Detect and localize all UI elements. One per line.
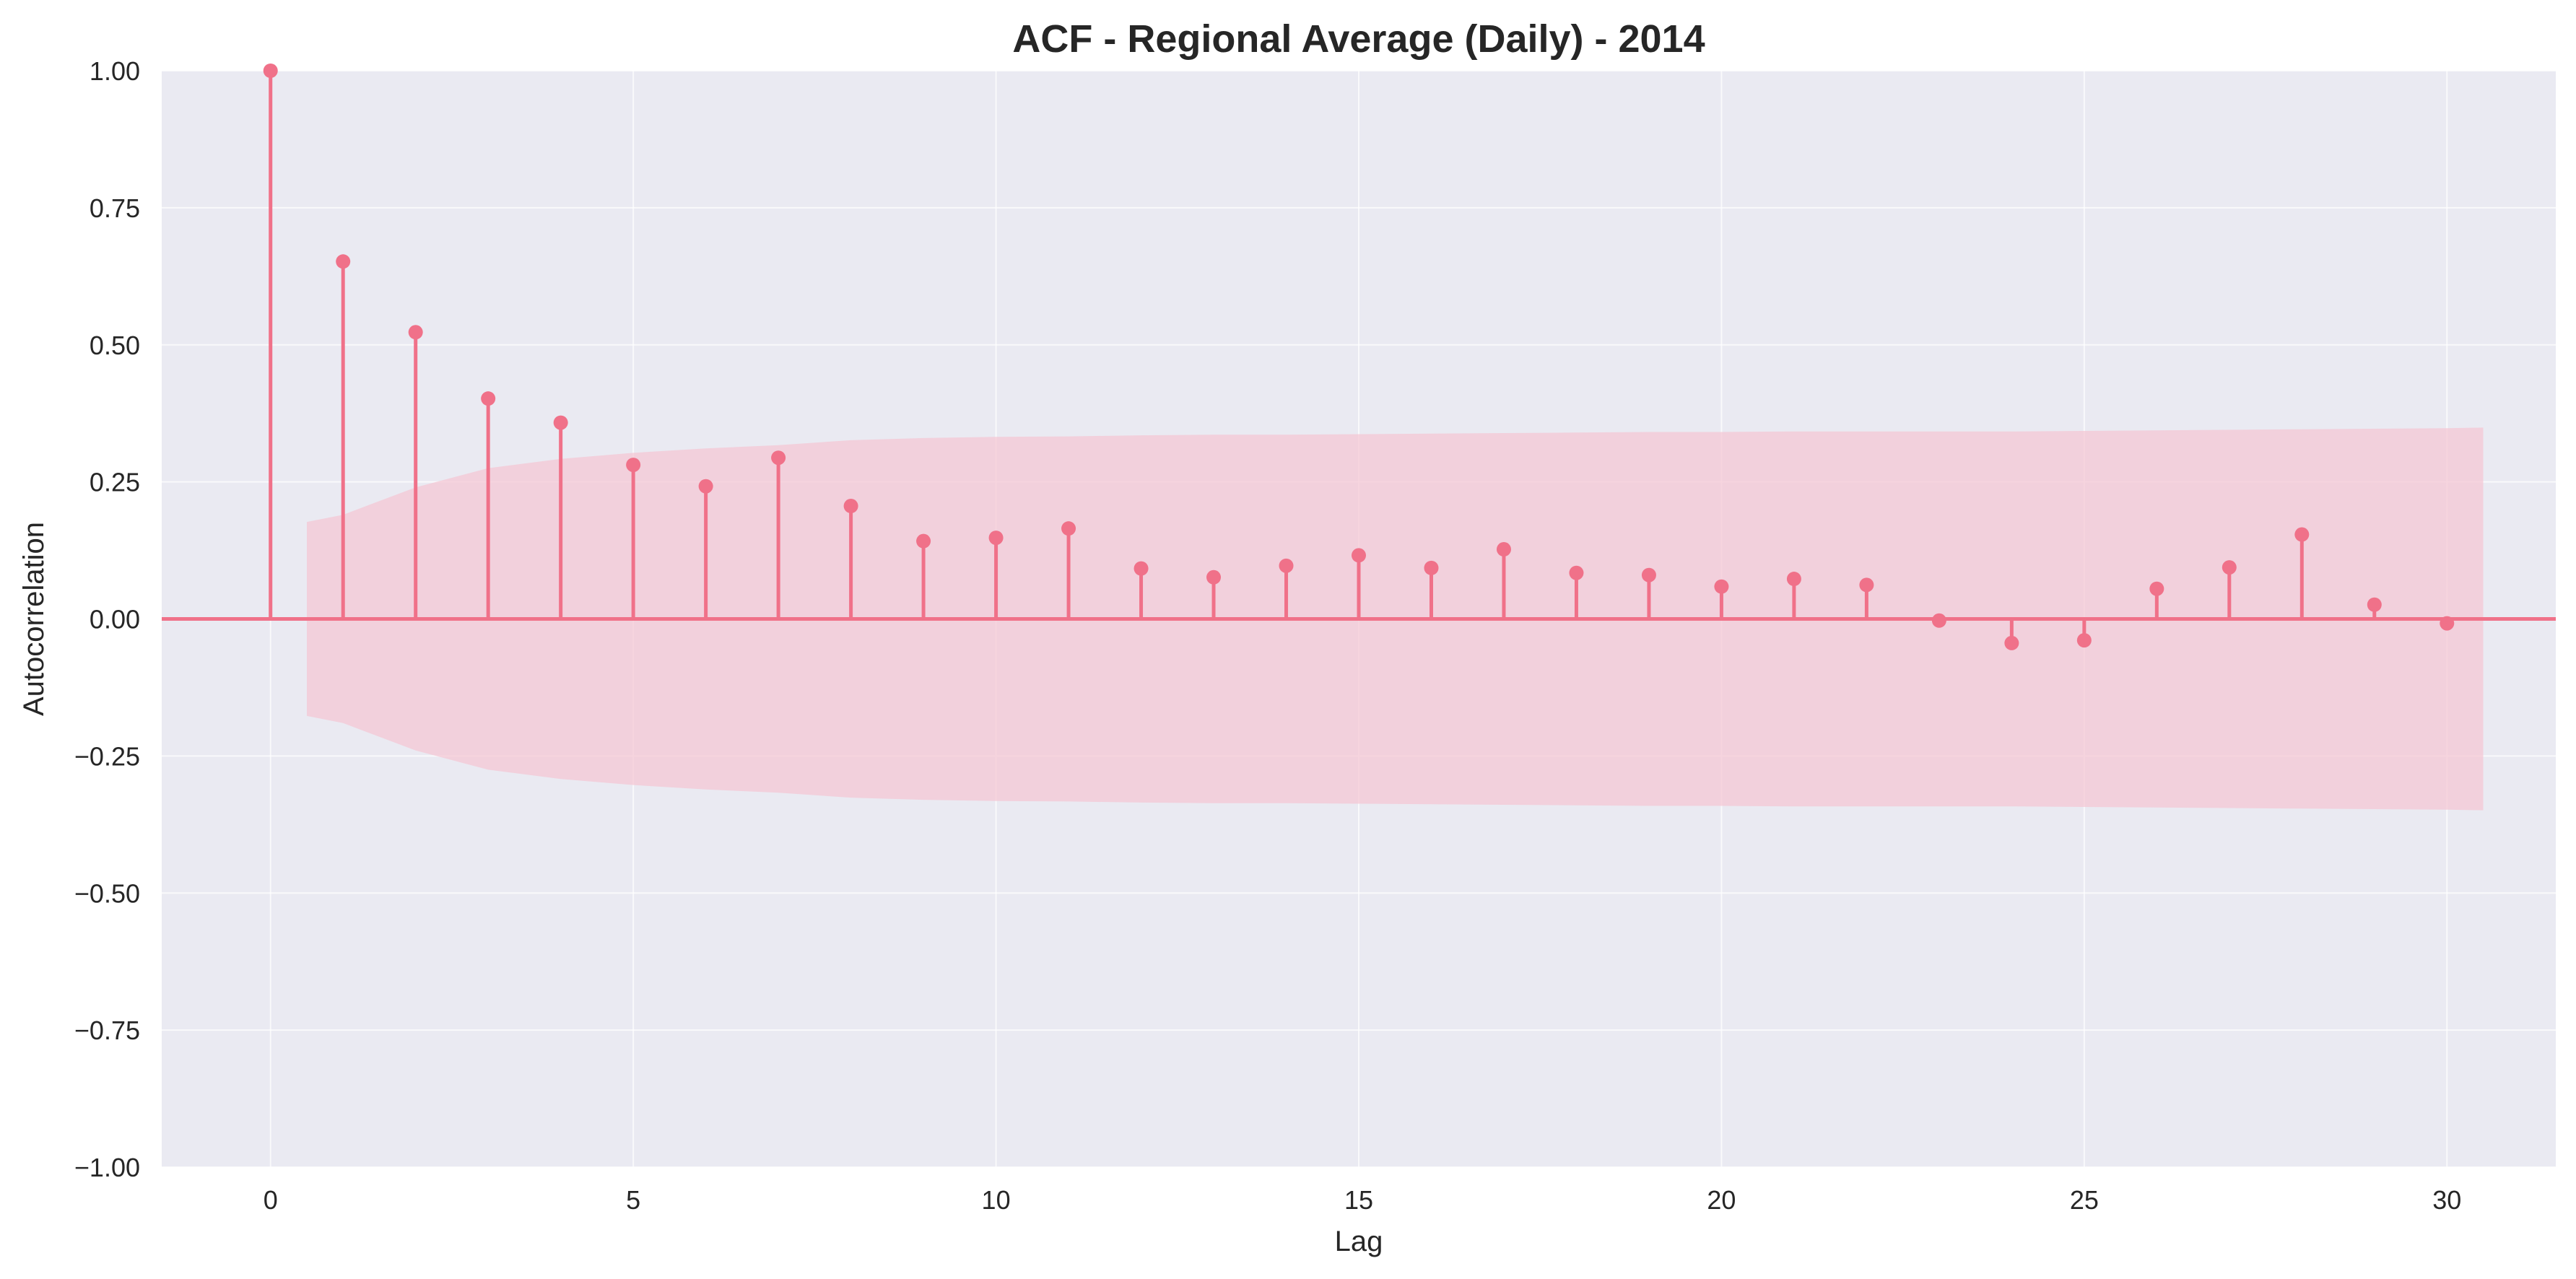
x-axis-ticks: 0 5 10 15 20 25 30: [264, 1185, 2462, 1215]
acf-markers: [263, 64, 2455, 650]
acf-marker-lag-23: [1931, 613, 1946, 628]
y-tick-label: −0.75: [74, 1016, 140, 1045]
acf-marker-lag-20: [1714, 579, 1729, 594]
acf-marker-lag-3: [481, 391, 496, 406]
y-tick-label: −0.25: [74, 741, 140, 771]
acf-marker-lag-0: [263, 64, 278, 78]
acf-marker-lag-29: [2367, 597, 2382, 612]
acf-marker-lag-9: [916, 533, 931, 549]
acf-marker-lag-2: [408, 325, 423, 340]
y-axis-label: Autocorrelation: [18, 522, 50, 716]
y-tick-label: 0.75: [90, 193, 140, 223]
acf-marker-lag-26: [2149, 581, 2164, 596]
x-tick-label: 5: [626, 1185, 640, 1215]
y-tick-label: 1.00: [90, 56, 140, 86]
acf-marker-lag-11: [1061, 521, 1076, 536]
acf-marker-lag-17: [1496, 542, 1511, 557]
y-tick-label: 0.25: [90, 468, 140, 497]
acf-marker-lag-16: [1424, 560, 1439, 575]
x-tick-label: 15: [1344, 1185, 1373, 1215]
y-tick-label: −1.00: [74, 1153, 140, 1182]
acf-marker-lag-5: [626, 458, 641, 473]
acf-marker-lag-27: [2222, 560, 2237, 575]
acf-marker-lag-7: [771, 450, 786, 466]
acf-marker-lag-4: [553, 415, 568, 430]
acf-marker-lag-30: [2440, 616, 2455, 631]
x-tick-label: 30: [2432, 1185, 2461, 1215]
acf-marker-lag-21: [1786, 572, 1801, 587]
x-tick-label: 20: [1707, 1185, 1736, 1215]
acf-marker-lag-1: [336, 254, 351, 269]
x-tick-label: 25: [2070, 1185, 2099, 1215]
acf-marker-lag-18: [1569, 565, 1584, 580]
acf-marker-lag-15: [1352, 548, 1366, 563]
y-tick-label: 0.50: [90, 331, 140, 360]
acf-marker-lag-13: [1206, 569, 1222, 585]
acf-marker-lag-8: [843, 499, 858, 514]
x-tick-label: 0: [264, 1185, 278, 1215]
y-tick-label: 0.00: [90, 605, 140, 634]
chart-title: ACF - Regional Average (Daily) - 2014: [1012, 17, 1705, 61]
acf-marker-lag-24: [2004, 635, 2019, 650]
acf-marker-lag-28: [2294, 527, 2310, 542]
x-tick-label: 10: [982, 1185, 1011, 1215]
y-tick-label: −0.50: [74, 878, 140, 908]
y-axis-ticks: 1.00 0.75 0.50 0.25 0.00 −0.25 −0.50 −0.75 −1.00: [74, 56, 140, 1182]
acf-marker-lag-14: [1279, 558, 1294, 573]
x-axis-label: Lag: [1335, 1226, 1383, 1257]
acf-marker-lag-19: [1641, 567, 1656, 582]
acf-marker-lag-12: [1133, 561, 1149, 576]
acf-marker-lag-22: [1859, 577, 1874, 593]
acf-marker-lag-10: [988, 531, 1004, 546]
acf-stems: [269, 71, 2449, 643]
acf-marker-lag-25: [2076, 633, 2092, 648]
acf-marker-lag-6: [698, 479, 713, 494]
